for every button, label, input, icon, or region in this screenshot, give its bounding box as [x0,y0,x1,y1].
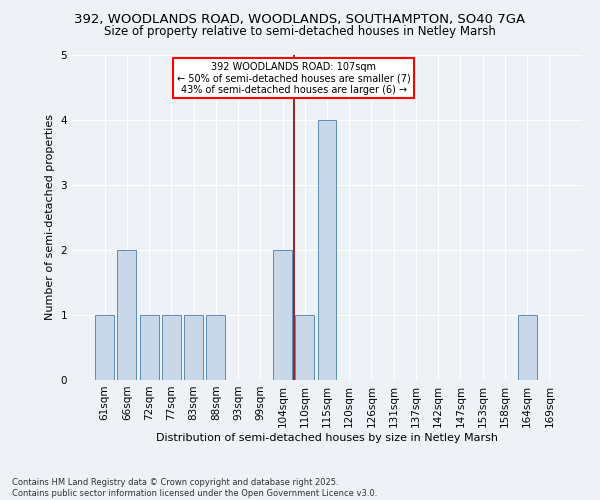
Bar [95,315,114,380]
Bar [273,250,292,380]
Bar [317,120,337,380]
Bar [118,250,136,380]
Text: 392 WOODLANDS ROAD: 107sqm
← 50% of semi-detached houses are smaller (7)
43% of : 392 WOODLANDS ROAD: 107sqm ← 50% of semi… [177,62,410,94]
Y-axis label: Number of semi-detached properties: Number of semi-detached properties [45,114,55,320]
Bar [518,315,536,380]
Bar [184,315,203,380]
Text: 392, WOODLANDS ROAD, WOODLANDS, SOUTHAMPTON, SO40 7GA: 392, WOODLANDS ROAD, WOODLANDS, SOUTHAMP… [74,12,526,26]
Bar [140,315,158,380]
Bar [162,315,181,380]
Bar [206,315,225,380]
Text: Size of property relative to semi-detached houses in Netley Marsh: Size of property relative to semi-detach… [104,25,496,38]
Text: Contains HM Land Registry data © Crown copyright and database right 2025.
Contai: Contains HM Land Registry data © Crown c… [12,478,377,498]
Bar [295,315,314,380]
X-axis label: Distribution of semi-detached houses by size in Netley Marsh: Distribution of semi-detached houses by … [156,432,498,442]
